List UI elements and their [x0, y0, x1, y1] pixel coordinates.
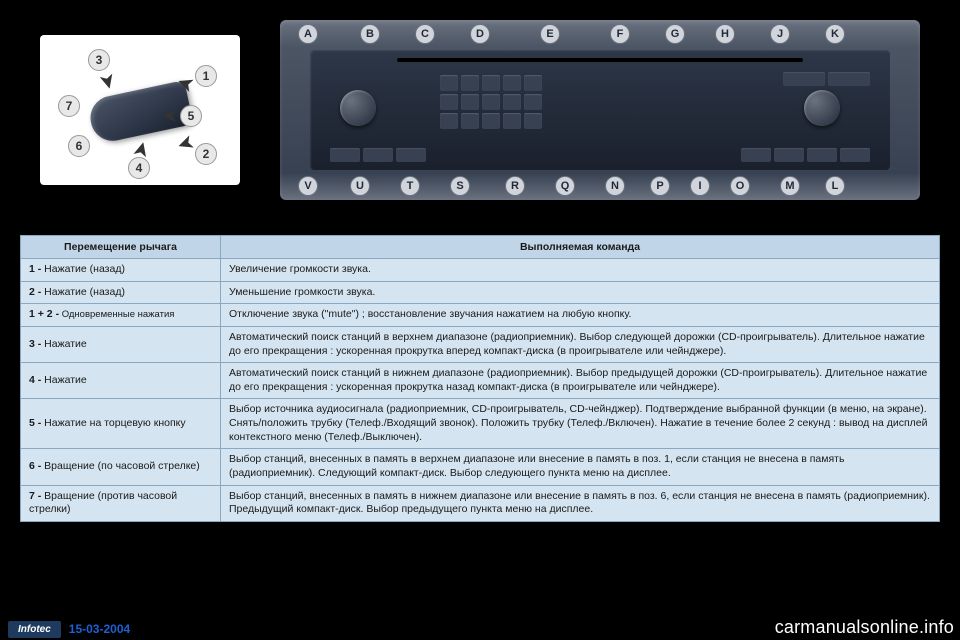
table-row: 4 - Нажатие Автоматический поиск станций… [21, 363, 940, 399]
radio-callout-P: P [650, 176, 670, 196]
arrow-icon: ➤ [95, 71, 119, 91]
command-cell: Выбор станций, внесенных в память в верх… [221, 449, 940, 485]
radio-callout-L: L [825, 176, 845, 196]
lever-cell: 4 - Нажатие [21, 363, 221, 399]
arrow-icon: ➤ [162, 105, 177, 126]
radio-callout-R: R [505, 176, 525, 196]
radio-callout-G: G [665, 24, 685, 44]
command-cell: Отключение звука ("mute") ; восстановлен… [221, 304, 940, 327]
lever-cell: 7 - Вращение (против часовой стрелки) [21, 485, 221, 521]
table-row: 1 - Нажатие (назад) Увеличение громкости… [21, 259, 940, 282]
command-cell: Увеличение громкости звука. [221, 259, 940, 282]
table-row: 1 + 2 - Одновременные нажатия Отключение… [21, 304, 940, 327]
radio-callout-J: J [770, 24, 790, 44]
command-cell: Автоматический поиск станций в нижнем ди… [221, 363, 940, 399]
cd-slot [397, 58, 803, 62]
arrow-icon: ➤ [175, 71, 196, 96]
command-cell: Автоматический поиск станций в верхнем д… [221, 326, 940, 362]
tune-knob [804, 90, 840, 126]
button-row-top-right [783, 72, 870, 86]
radio-callout-I: I [690, 176, 710, 196]
radio-unit-figure: A B C D E F G H J K [280, 20, 920, 200]
stalk-callout-1: 1 [195, 65, 217, 87]
radio-callout-C: C [415, 24, 435, 44]
stalk-callout-3: 3 [88, 49, 110, 71]
command-cell: Выбор станций, внесенных в память в нижн… [221, 485, 940, 521]
button-row-right [741, 148, 870, 162]
lever-cell: 6 - Вращение (по часовой стрелке) [21, 449, 221, 485]
table-header-row: Перемещение рычага Выполняемая команда [21, 236, 940, 259]
page-content: 1 2 3 4 5 6 7 ➤ ➤ ➤ ➤ ➤ A B C D E F G H … [20, 10, 940, 610]
stalk-callout-2: 2 [195, 143, 217, 165]
stalk-callout-7: 7 [58, 95, 80, 117]
radio-callout-U: U [350, 176, 370, 196]
header-command: Выполняемая команда [221, 236, 940, 259]
radio-callout-Q: Q [555, 176, 575, 196]
stalk-callout-5: 5 [180, 105, 202, 127]
radio-callout-V: V [298, 176, 318, 196]
date-stamp: 15-03-2004 [69, 622, 130, 636]
radio-callout-N: N [605, 176, 625, 196]
stalk-callout-4: 4 [128, 157, 150, 179]
lever-cell: 1 + 2 - Одновременные нажатия [21, 304, 221, 327]
radio-panel [310, 50, 890, 170]
figures-row: 1 2 3 4 5 6 7 ➤ ➤ ➤ ➤ ➤ A B C D E F G H … [20, 10, 940, 210]
lever-cell: 2 - Нажатие (назад) [21, 281, 221, 304]
infotec-badge: Infotec [8, 621, 61, 638]
volume-knob [340, 90, 376, 126]
table-row: 6 - Вращение (по часовой стрелке) Выбор … [21, 449, 940, 485]
button-row-left [330, 148, 426, 162]
stalk-callout-6: 6 [68, 135, 90, 157]
radio-callout-B: B [360, 24, 380, 44]
radio-callout-K: K [825, 24, 845, 44]
radio-callout-E: E [540, 24, 560, 44]
radio-callout-F: F [610, 24, 630, 44]
lever-cell: 5 - Нажатие на торцевую кнопку [21, 399, 221, 449]
watermark: carmanualsonline.info [769, 615, 960, 640]
table-row: 3 - Нажатие Автоматический поиск станций… [21, 326, 940, 362]
radio-callout-S: S [450, 176, 470, 196]
lever-cell: 1 - Нажатие (назад) [21, 259, 221, 282]
table-row: 7 - Вращение (против часовой стрелки) Вы… [21, 485, 940, 521]
radio-callout-M: M [780, 176, 800, 196]
arrow-icon: ➤ [175, 131, 196, 156]
command-cell: Уменьшение громкости звука. [221, 281, 940, 304]
radio-callout-A: A [298, 24, 318, 44]
header-lever: Перемещение рычага [21, 236, 221, 259]
radio-callout-H: H [715, 24, 735, 44]
command-cell: Выбор источника аудиосигнала (радиоприем… [221, 399, 940, 449]
table-row: 5 - Нажатие на торцевую кнопку Выбор ист… [21, 399, 940, 449]
radio-callout-T: T [400, 176, 420, 196]
radio-callout-O: O [730, 176, 750, 196]
keypad [440, 75, 542, 129]
arrow-icon: ➤ [129, 139, 153, 159]
stalk-control-figure: 1 2 3 4 5 6 7 ➤ ➤ ➤ ➤ ➤ [40, 35, 240, 185]
commands-table: Перемещение рычага Выполняемая команда 1… [20, 235, 940, 522]
lever-cell: 3 - Нажатие [21, 326, 221, 362]
table-row: 2 - Нажатие (назад) Уменьшение громкости… [21, 281, 940, 304]
radio-callout-D: D [470, 24, 490, 44]
